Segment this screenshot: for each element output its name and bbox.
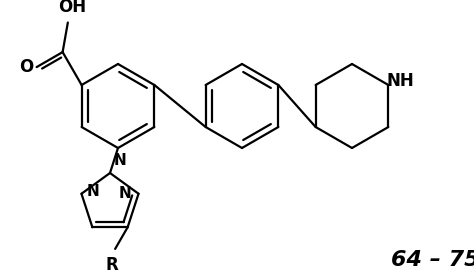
Text: N: N [119, 186, 131, 201]
Text: N: N [114, 153, 127, 168]
Text: NH: NH [386, 72, 414, 90]
Text: R: R [106, 256, 118, 274]
Text: 64 – 75: 64 – 75 [391, 250, 474, 270]
Text: N: N [86, 184, 99, 199]
Text: O: O [19, 58, 34, 76]
Text: OH: OH [58, 0, 86, 16]
